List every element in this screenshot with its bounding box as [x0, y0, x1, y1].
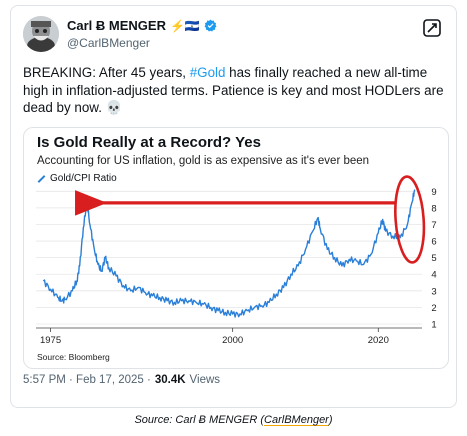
caption-prefix: Source: Carl Ƀ MENGER (	[134, 414, 265, 426]
views-count: 30.4K	[154, 374, 186, 386]
tweet-card: Carl Ƀ MENGER ⚡🇸🇻 @CarlBMenger BREAKING:…	[10, 5, 457, 408]
chart-image[interactable]: Is Gold Really at a Record? Yes Accounti…	[23, 127, 449, 369]
chart-source: Source: Bloomberg	[37, 352, 110, 362]
chart-plot: 1 2 3 4 5 6 7 8 9 1975 2000 2020	[36, 175, 437, 346]
author-name-row[interactable]: Carl Ƀ MENGER ⚡🇸🇻	[67, 18, 217, 33]
y-tick-5: 5	[431, 253, 436, 264]
chart-legend: Gold/CPI Ratio	[37, 173, 117, 184]
x-tick-2020: 2020	[368, 335, 389, 346]
y-tick-2: 2	[431, 303, 436, 314]
tweet-meta: 5:57 PM · Feb 17, 2025 · 30.4K Views	[23, 374, 220, 386]
red-circle-annotation	[394, 175, 426, 264]
tweet-text-part2: has finally reached a new all-time high …	[23, 65, 444, 115]
y-tick-1: 1	[431, 320, 436, 331]
legend-label: Gold/CPI Ratio	[50, 173, 117, 184]
display-name[interactable]: Carl Ƀ MENGER	[67, 18, 166, 33]
y-tick-6: 6	[431, 237, 436, 248]
timestamp[interactable]: 5:57 PM · Feb 17, 2025 ·	[23, 374, 151, 386]
x-tick-2000: 2000	[222, 335, 243, 346]
y-tick-3: 3	[431, 286, 436, 297]
y-tick-4: 4	[431, 270, 436, 281]
image-caption: Source: Carl Ƀ MENGER (CarlBMenger)	[0, 414, 467, 426]
verified-icon	[204, 19, 217, 32]
y-tick-8: 8	[431, 203, 436, 214]
y-tick-9: 9	[431, 187, 436, 198]
views-label: Views	[189, 374, 221, 386]
grok-icon[interactable]	[422, 18, 442, 38]
tweet-text-part1: BREAKING: After 45 years,	[23, 65, 190, 80]
hashtag-link[interactable]: #Gold	[189, 65, 226, 80]
author-handle[interactable]: @CarlBMenger	[67, 36, 150, 50]
gold-cpi-series-line	[42, 189, 416, 318]
tweet-text: BREAKING: After 45 years, #Gold has fina…	[23, 64, 448, 117]
x-tick-1975: 1975	[40, 335, 61, 346]
chart-subtitle: Accounting for US inflation, gold is as …	[37, 155, 370, 167]
caption-link[interactable]: CarlBMenger	[264, 414, 329, 426]
emoji-flags: ⚡🇸🇻	[169, 18, 200, 33]
avatar[interactable]	[23, 16, 59, 52]
y-tick-7: 7	[431, 220, 436, 231]
caption-suffix: )	[328, 414, 333, 426]
chart-title: Is Gold Really at a Record? Yes	[37, 134, 261, 151]
